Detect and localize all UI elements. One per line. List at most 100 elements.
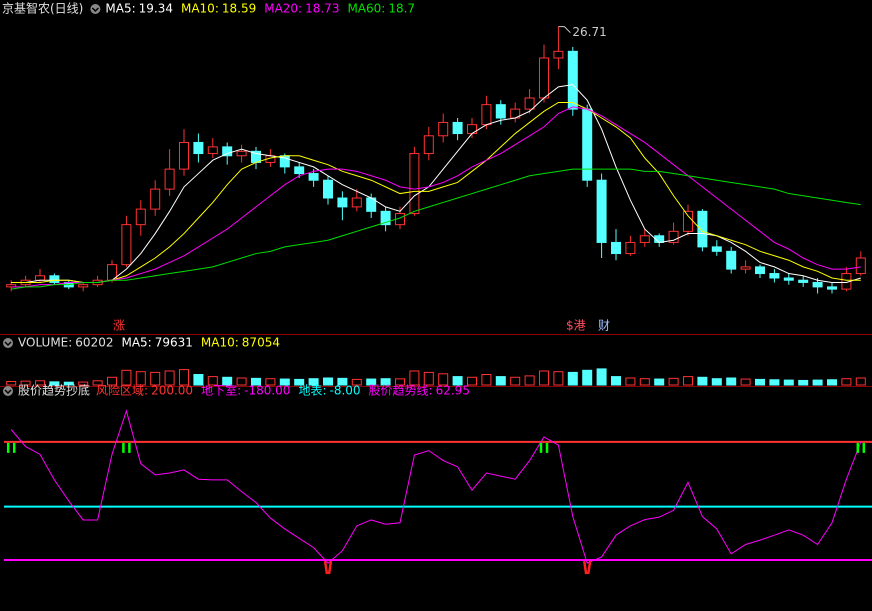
volume-bar	[827, 379, 837, 386]
candle-body	[596, 179, 607, 243]
volume-bar	[20, 380, 31, 386]
candle-body	[423, 135, 434, 155]
volume-bar	[841, 378, 852, 386]
volume-bar	[395, 378, 405, 386]
volume-bar	[409, 370, 420, 386]
candle-body	[611, 241, 621, 255]
candle-body	[409, 153, 420, 215]
signal-top	[856, 442, 866, 453]
header-text: VOLUME:	[18, 336, 72, 350]
menu-icon	[3, 386, 13, 396]
candle-body	[769, 273, 780, 279]
candle-body	[323, 179, 333, 199]
volume-bar	[337, 377, 348, 386]
volume-bar	[193, 374, 204, 386]
candle-body	[452, 121, 463, 135]
header-text: 地表:	[298, 384, 326, 398]
volume-bar	[107, 376, 117, 386]
header-text: MA10:	[181, 2, 219, 16]
volume-bar	[697, 376, 708, 386]
candle-body	[150, 188, 161, 210]
volume-bar	[783, 379, 794, 386]
volume-bar	[35, 380, 45, 386]
candle-body	[553, 50, 564, 59]
candle-body	[798, 279, 809, 283]
volume-bar	[467, 376, 477, 386]
menu-icon	[3, 338, 13, 348]
candle-body	[812, 281, 823, 288]
volume-bar	[582, 369, 593, 386]
candle-body	[135, 208, 146, 226]
candle-body	[524, 97, 535, 110]
candle-body	[639, 235, 650, 243]
volume-bar	[323, 377, 333, 386]
candle-body	[121, 224, 132, 266]
candle-body	[726, 250, 737, 270]
signal-bottom	[323, 560, 333, 575]
candle-body	[193, 141, 204, 155]
event-label: 财	[598, 319, 610, 333]
volume-bar	[294, 378, 305, 386]
volume-bar	[251, 377, 261, 386]
candle-body	[222, 146, 233, 157]
header-text: 股价趋势线:	[369, 384, 433, 398]
trend-line	[10, 409, 862, 564]
candle-body	[467, 124, 477, 135]
volume-bar	[279, 378, 290, 386]
volume-bar	[351, 378, 362, 386]
candle-body	[337, 197, 348, 208]
volume-bar	[683, 376, 693, 386]
candle-body	[783, 277, 794, 281]
candle-body	[438, 121, 449, 137]
high-pointer	[558, 26, 571, 34]
candle-body	[495, 104, 506, 119]
volume-bar	[49, 381, 60, 386]
candle-body	[827, 286, 837, 290]
candle-body	[179, 141, 189, 170]
header-text: 地下室:	[201, 383, 241, 398]
volume-bar	[366, 378, 377, 386]
header-text: 62.95	[436, 384, 470, 398]
header-text: 79631	[155, 336, 193, 350]
candle-body	[308, 173, 319, 181]
header-text: 风险区域:	[96, 383, 148, 398]
signal-bottom	[582, 560, 592, 575]
candle-body	[668, 230, 679, 243]
volume-bar	[654, 378, 665, 386]
ma-line	[11, 101, 861, 283]
volume-bar	[78, 381, 89, 386]
volume-bar	[135, 371, 146, 386]
volume-bar	[265, 378, 276, 386]
volume-bar	[740, 378, 751, 386]
volume-bar	[596, 368, 607, 386]
header-text: MA5:	[105, 2, 135, 16]
volume-bar	[423, 371, 434, 386]
signal-top	[6, 442, 16, 453]
candle-body	[164, 168, 175, 190]
ma-line	[11, 106, 861, 288]
header-text: 18.7	[388, 2, 415, 16]
header-text: 18.59	[222, 2, 256, 16]
candle-body	[855, 257, 866, 275]
header-text: MA60:	[347, 2, 385, 16]
volume-bar	[207, 376, 218, 386]
candle-body	[236, 150, 247, 157]
volume-bar	[855, 377, 866, 386]
header-text: -180.00	[244, 384, 290, 398]
volume-bar	[150, 371, 161, 386]
volume-bar	[510, 376, 521, 386]
candle-body	[625, 241, 636, 255]
header-text: 京基智农(日线)	[2, 1, 83, 16]
volume-bar	[611, 376, 621, 386]
candle-body	[711, 246, 722, 252]
volume-bar	[481, 374, 492, 386]
header-text: 200.00	[151, 384, 193, 398]
signal-top	[122, 442, 131, 453]
volume-bar	[639, 378, 650, 386]
volume-bar	[164, 370, 175, 386]
ma-line	[11, 168, 861, 290]
volume-bar	[222, 376, 233, 386]
candle-body	[49, 275, 60, 283]
